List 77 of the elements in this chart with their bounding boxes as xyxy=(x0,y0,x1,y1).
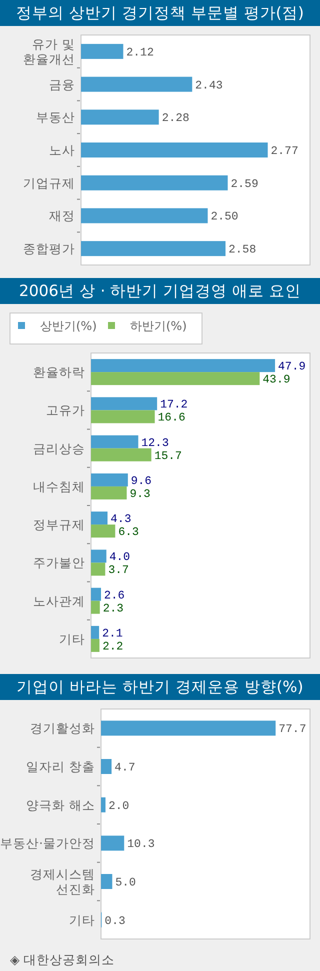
y-tick-label: 주가불안 xyxy=(33,555,85,570)
data-label: 3.7 xyxy=(108,564,129,578)
data-label: 2.1 xyxy=(102,627,123,640)
y-tick-label: 환율하락 xyxy=(33,364,85,380)
bar xyxy=(101,720,276,736)
data-label: 5.0 xyxy=(115,876,136,890)
data-label: 2.3 xyxy=(102,602,124,616)
bar xyxy=(91,448,152,462)
data-label: 2.58 xyxy=(228,244,256,257)
data-label: 2.50 xyxy=(210,210,238,224)
y-tick-label: 내수침체 xyxy=(33,478,85,494)
data-label: 2.12 xyxy=(126,46,154,60)
y-tick-label: 경제시스템 선진화 xyxy=(30,866,95,896)
bar xyxy=(91,410,155,424)
data-label: 9.3 xyxy=(130,488,151,501)
data-label: 0.3 xyxy=(104,914,126,928)
data-label: 9.6 xyxy=(130,474,152,488)
data-label: 2.59 xyxy=(230,178,258,191)
bar xyxy=(101,836,124,851)
data-label: 17.2 xyxy=(160,398,188,412)
bar xyxy=(91,486,127,500)
data-label: 2.2 xyxy=(102,640,124,654)
legend-label: 상반기(%) xyxy=(40,319,97,333)
bar xyxy=(91,626,100,639)
y-tick-label: 노사 xyxy=(49,142,75,158)
chart-title: 2006년 상 · 하반기 기업경영 애로 요인 xyxy=(19,282,301,300)
legend-label: 하반기(%) xyxy=(130,319,187,333)
chart-title: 정부의 상반기 경기정책 부문별 평가(점) xyxy=(16,4,304,22)
bar xyxy=(91,562,106,576)
bar xyxy=(91,435,138,448)
bar xyxy=(91,372,260,386)
y-tick-label: 종합평가 xyxy=(23,241,75,256)
bar xyxy=(101,874,112,889)
y-tick-label: 양극화 해소 xyxy=(26,797,95,812)
y-tick-label: 금리상승 xyxy=(33,440,85,456)
data-label: 16.6 xyxy=(158,412,186,425)
data-label: 12.3 xyxy=(141,436,169,450)
y-tick-label: 부동산 xyxy=(36,110,75,125)
y-tick-label: 기업규제 xyxy=(23,175,75,190)
data-label: 43.9 xyxy=(262,374,290,387)
chart-title: 기업이 바라는 하반기 경제운용 방향(%) xyxy=(16,678,304,696)
bar xyxy=(91,524,116,538)
data-label: 15.7 xyxy=(154,450,182,463)
data-label: 2.28 xyxy=(162,112,190,126)
y-tick-label: 유가 및 환율개선 xyxy=(23,36,75,66)
text: ◈ 대한상공회의소 xyxy=(10,952,115,967)
data-label: 6.3 xyxy=(118,526,140,540)
data-label: 4.3 xyxy=(110,513,132,526)
y-tick-label: 금융 xyxy=(49,76,75,92)
data-label: 77.7 xyxy=(278,723,306,736)
bar xyxy=(91,359,276,372)
y-tick-label: 일자리 창출 xyxy=(26,759,95,774)
bar xyxy=(91,550,106,563)
data-label: 2.43 xyxy=(195,79,223,92)
bar xyxy=(91,512,108,525)
y-tick-label: 정부규제 xyxy=(33,517,85,532)
y-tick-label: 경기활성화 xyxy=(30,720,95,736)
bar xyxy=(91,600,100,614)
data-label: 4.0 xyxy=(109,551,130,564)
bar xyxy=(91,638,100,652)
y-tick-label: 고유가 xyxy=(46,402,85,418)
bar xyxy=(91,397,158,410)
bar xyxy=(101,759,112,774)
y-tick-label: 노사관계 xyxy=(33,593,85,608)
data-label: 2.6 xyxy=(104,589,125,602)
y-tick-label: 기타 xyxy=(59,631,85,646)
bar xyxy=(91,473,128,486)
data-label: 2.77 xyxy=(270,145,298,158)
data-label: 4.7 xyxy=(114,762,136,774)
y-tick-label: 재정 xyxy=(49,208,75,224)
data-label: 10.3 xyxy=(127,838,155,852)
data-label: 47.9 xyxy=(278,360,306,374)
data-label: 2.0 xyxy=(108,800,130,813)
bar xyxy=(91,588,101,601)
y-tick-label: 기타 xyxy=(69,912,95,928)
bar xyxy=(101,797,106,812)
y-tick-label: 부동산·물가안정 xyxy=(0,836,95,851)
